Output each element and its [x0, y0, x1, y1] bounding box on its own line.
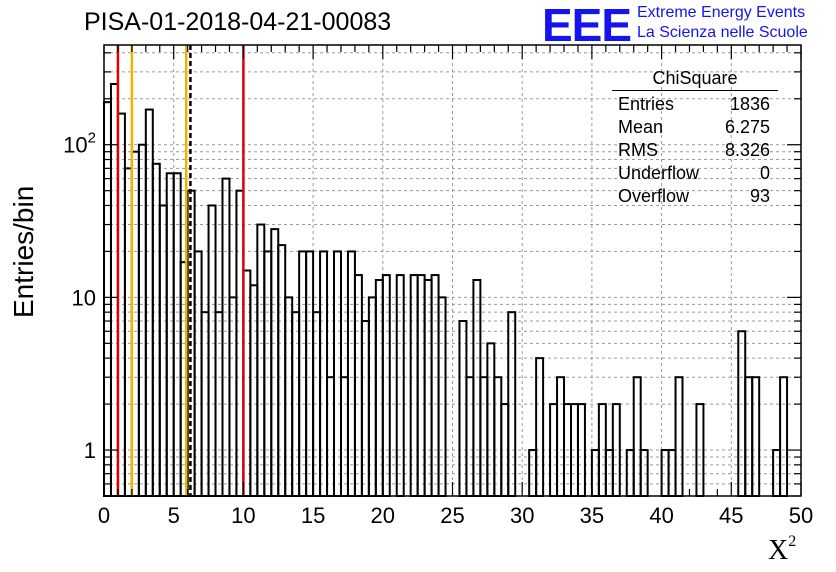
histogram-bar — [779, 376, 789, 497]
stats-value: 0 — [759, 163, 770, 183]
x-tick-label: 15 — [301, 503, 325, 528]
y-tick-label-sup: 2 — [88, 130, 96, 147]
histogram-bar — [556, 376, 566, 497]
x-tick-label: 35 — [580, 503, 604, 528]
histogram-bar — [256, 223, 266, 497]
histogram-bar — [381, 274, 391, 498]
eee-logo: EEE — [542, 0, 632, 51]
histogram-bar — [632, 376, 642, 497]
histogram-bar — [221, 177, 231, 497]
histogram-bar — [535, 357, 545, 498]
histogram-bar — [486, 342, 496, 497]
x-tick-label: 10 — [231, 503, 255, 528]
histogram-bar — [207, 204, 217, 497]
x-tick-label: 25 — [440, 503, 464, 528]
histogram-bar — [151, 162, 161, 497]
histogram-bar — [346, 250, 356, 497]
grid-lines — [104, 45, 801, 496]
x-tick-label: 20 — [371, 503, 395, 528]
histogram-bar — [437, 296, 447, 497]
histogram-bar — [263, 250, 273, 497]
x-tick-label: 50 — [789, 503, 813, 528]
histogram-bar — [277, 244, 287, 497]
y-tick-label: 102 — [63, 130, 96, 158]
x-tick-label: 45 — [719, 503, 743, 528]
logo-line-1: Extreme Energy Events — [637, 4, 806, 21]
y-tick-label: 1 — [84, 438, 96, 463]
stats-value: 8.326 — [724, 140, 770, 160]
x-tick-label: 5 — [168, 503, 180, 528]
histogram-bar — [305, 250, 315, 497]
stats-value: 93 — [749, 186, 770, 206]
stats-label: Mean — [618, 117, 664, 137]
histogram-bar — [674, 376, 684, 497]
histogram-bar — [165, 172, 175, 497]
histogram-bar — [430, 274, 440, 498]
histogram-bar — [137, 143, 147, 497]
y-axis-label: Entries/bin — [8, 185, 39, 318]
histogram-bar — [493, 376, 503, 497]
histogram-bar — [360, 320, 370, 497]
stats-label: Underflow — [618, 163, 700, 183]
histogram-bar — [416, 274, 426, 498]
histogram-bar — [326, 376, 336, 497]
x-tick-label: 40 — [649, 503, 673, 528]
stats-label: Entries — [618, 94, 675, 114]
histogram-bar — [284, 296, 294, 497]
x-axis-label-base: X — [768, 535, 789, 566]
x-axis-label-sup: 2 — [788, 533, 797, 550]
histogram-bar — [353, 274, 363, 498]
chart-title: PISA-01-2018-04-21-00083 — [84, 8, 392, 36]
histogram-bar — [744, 376, 754, 497]
histogram-bar — [172, 172, 182, 497]
stats-row-rms: RMS 8.326 — [612, 139, 778, 162]
stats-row-underflow: Underflow 0 — [612, 162, 778, 185]
stats-value: 6.275 — [724, 117, 770, 137]
histogram-bar — [270, 228, 280, 497]
histogram-bar — [333, 250, 342, 497]
y-tick-label: 10 — [72, 285, 96, 310]
stats-title: ChiSquare — [612, 68, 778, 91]
stats-row-mean: Mean 6.275 — [612, 116, 778, 139]
histogram-bar — [367, 296, 377, 497]
histogram-bar — [465, 376, 475, 497]
stats-box: ChiSquare Entries 1836 Mean 6.275 RMS 8.326… — [612, 68, 778, 208]
y-tick-label-base: 10 — [63, 133, 87, 158]
histogram-bar — [193, 250, 203, 497]
histogram-bar — [751, 376, 761, 497]
reference-lines — [116, 45, 245, 496]
histogram-bar — [458, 320, 468, 497]
stats-label: RMS — [618, 140, 658, 160]
stats-row-entries: Entries 1836 — [612, 93, 778, 116]
stats-value: 1836 — [729, 94, 770, 114]
histogram-bar — [409, 274, 419, 498]
histogram-bar — [298, 250, 308, 497]
histogram-bar — [339, 376, 349, 497]
x-tick-label: 0 — [98, 503, 110, 528]
histogram-bar — [144, 108, 154, 497]
x-axis-label: X2 — [768, 533, 797, 567]
stats-label: Overflow — [618, 186, 690, 206]
logo-line-2: La Scienza nelle Scuole — [637, 24, 808, 41]
histogram-bar — [737, 330, 747, 497]
stats-row-overflow: Overflow 93 — [612, 185, 778, 208]
histogram-bar — [395, 274, 405, 498]
histogram-bar — [103, 101, 112, 497]
histogram-bar — [228, 296, 238, 497]
x-tick-label: 30 — [510, 503, 534, 528]
histogram-bar — [479, 376, 489, 497]
histogram-bar — [319, 250, 329, 497]
histogram-bar — [158, 204, 168, 497]
axes — [103, 44, 802, 497]
